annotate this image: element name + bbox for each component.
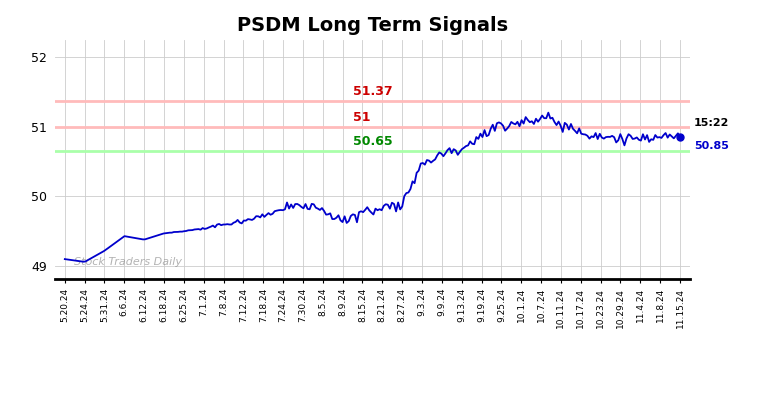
Text: 50.85: 50.85 — [694, 141, 729, 151]
Text: 15:22: 15:22 — [694, 118, 729, 128]
Text: 51.37: 51.37 — [353, 85, 392, 98]
Title: PSDM Long Term Signals: PSDM Long Term Signals — [237, 16, 508, 35]
Text: Stock Traders Daily: Stock Traders Daily — [74, 257, 182, 267]
Text: 50.65: 50.65 — [353, 135, 392, 148]
Text: 51: 51 — [353, 111, 370, 124]
